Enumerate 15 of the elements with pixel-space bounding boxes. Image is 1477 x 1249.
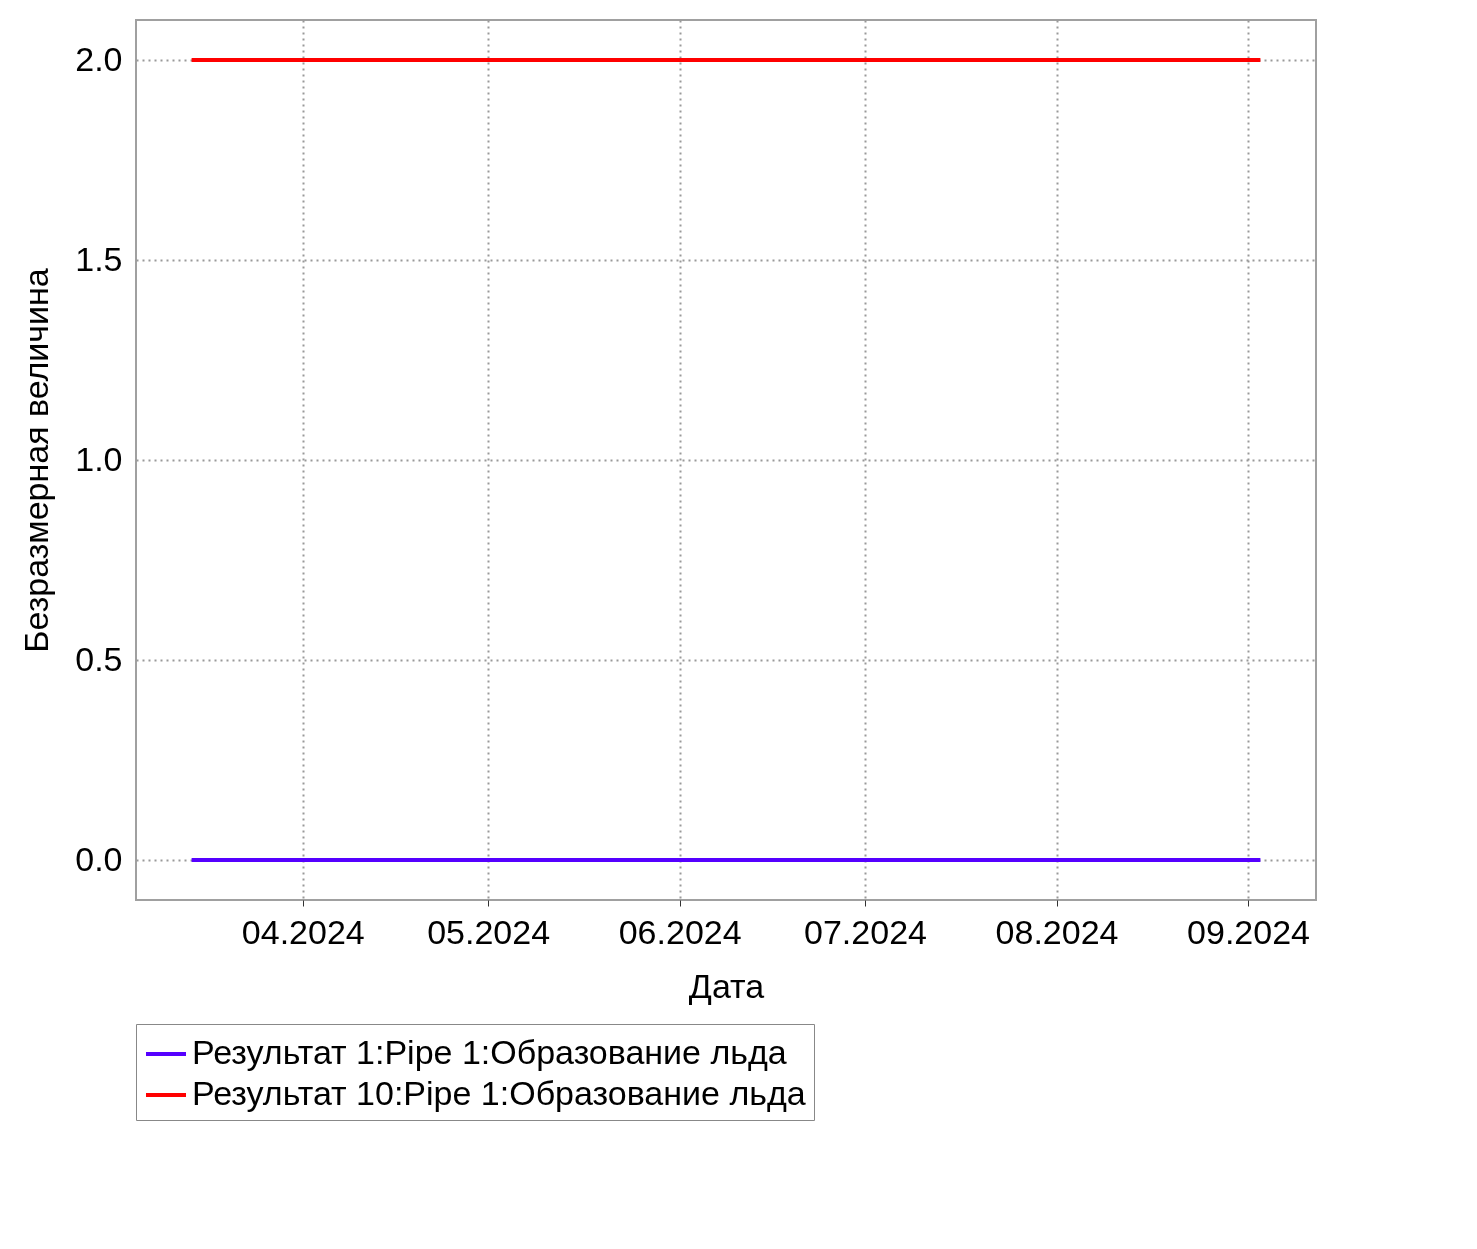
y-tick-label: 0.5	[75, 639, 123, 678]
y-tick-label: 0.0	[75, 839, 123, 878]
x-tick-label: 06.2024	[618, 912, 742, 951]
y-axis-title: Безразмерная величина	[17, 268, 56, 653]
y-tick-label: 2.0	[75, 39, 123, 78]
x-tick-label: 09.2024	[1187, 912, 1310, 951]
x-tick-label: 07.2024	[804, 912, 927, 951]
legend-label: Результат 10:Pipe 1:Образование льда	[192, 1074, 806, 1112]
x-tick-label: 05.2024	[427, 912, 551, 951]
legend-label: Результат 1:Pipe 1:Образование льда	[192, 1033, 787, 1071]
x-tick-label: 04.2024	[241, 912, 365, 951]
y-tick-label: 1.0	[75, 439, 123, 478]
x-axis-title: Дата	[688, 966, 765, 1005]
y-tick-label: 1.5	[75, 239, 123, 278]
x-tick-label: 08.2024	[995, 912, 1119, 951]
